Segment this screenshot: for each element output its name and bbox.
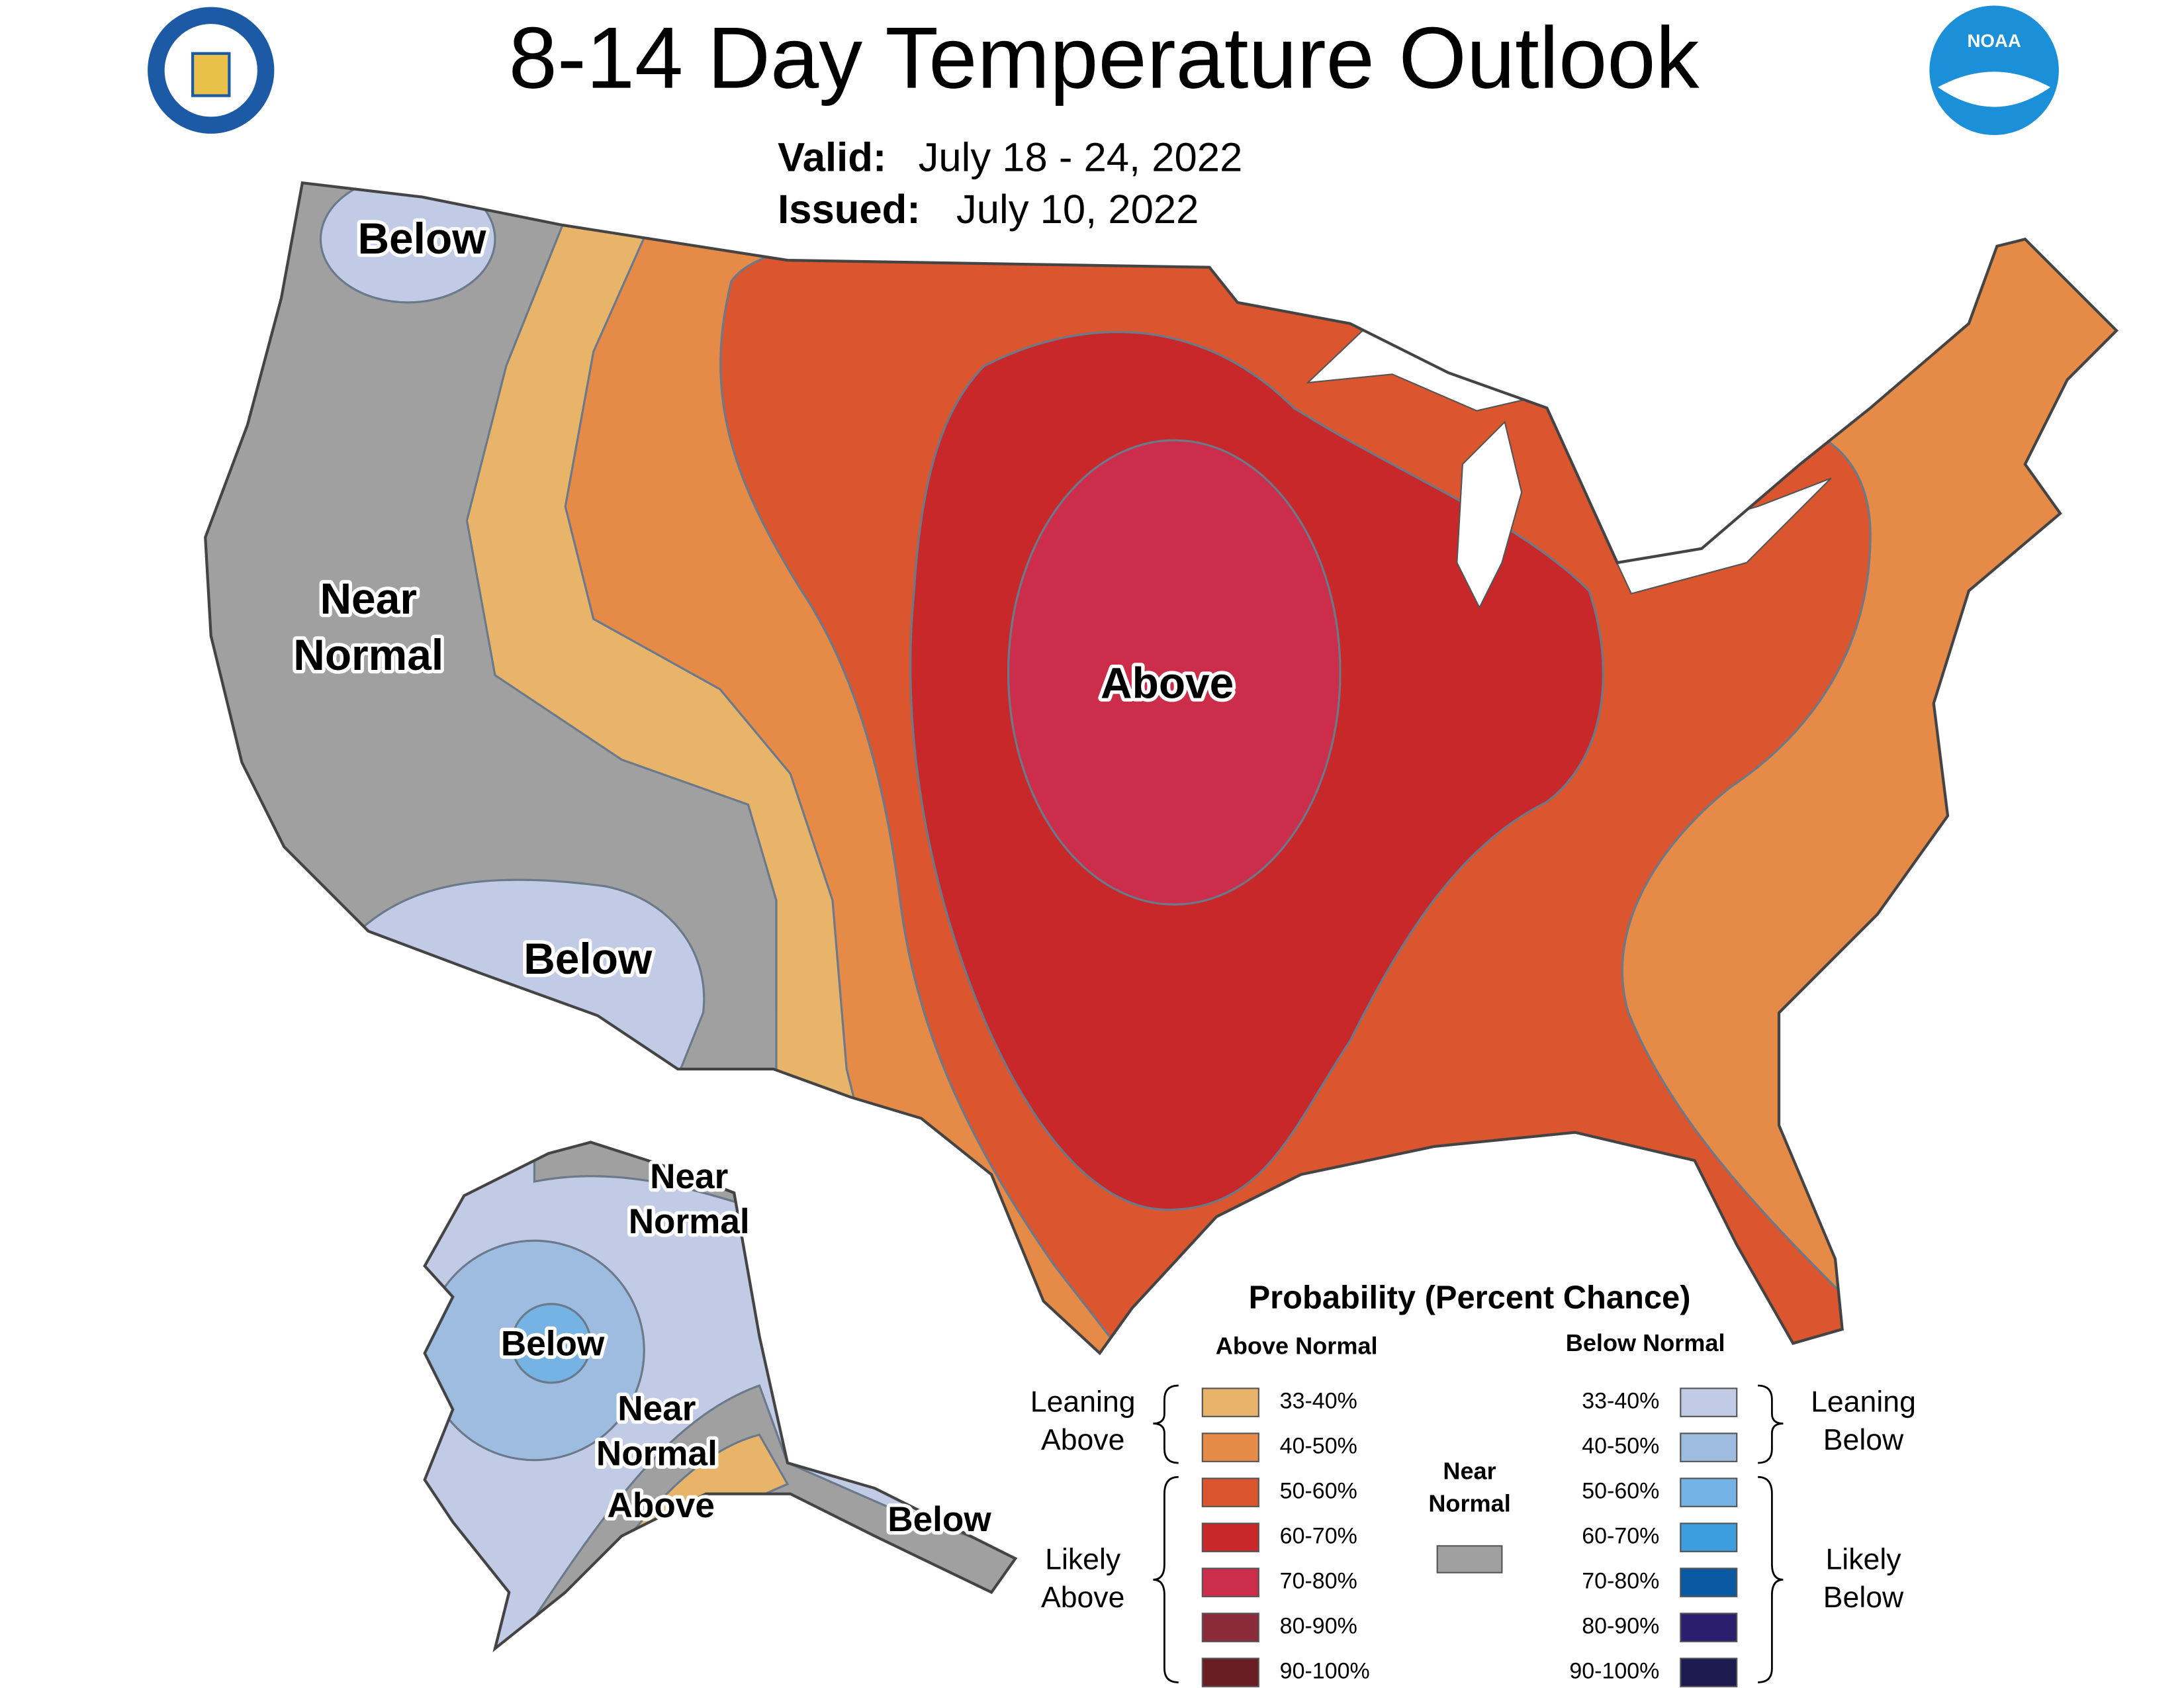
noaa-text: NOAA	[1967, 30, 2021, 51]
legend-swatch	[1680, 1613, 1738, 1642]
legend-swatch	[1201, 1477, 1259, 1507]
near-normal-label: Normal	[1428, 1489, 1510, 1517]
legend-swatch	[1201, 1432, 1259, 1462]
legend-swatch	[1680, 1387, 1738, 1417]
legend-swatch	[1680, 1432, 1738, 1462]
legend-rows: 33-40% 40-50% 50-60% 60-70% 70-80% 80-90% 90-1…	[1201, 1387, 1738, 1687]
legend-range: 40-50%	[1582, 1434, 1659, 1459]
alaska-outline	[423, 1141, 1018, 1653]
near-normal-label: Near	[1443, 1457, 1496, 1484]
conus-outline	[204, 181, 2119, 1356]
conus-map	[205, 183, 2117, 1354]
legend-swatch	[1680, 1523, 1738, 1552]
legend-swatch	[1680, 1658, 1738, 1687]
ak-below-50-60	[510, 1303, 592, 1384]
legend-range: 80-90%	[1280, 1614, 1357, 1639]
group-label: Below	[1823, 1581, 1904, 1614]
noaa-logo: NOAA	[1929, 5, 2059, 136]
legend-range: 70-80%	[1280, 1569, 1357, 1594]
map-label: Normal	[596, 1434, 717, 1473]
map-label: Below	[501, 1325, 605, 1364]
legend-range: 90-100%	[1280, 1659, 1370, 1684]
group-label: Likely	[1825, 1543, 1901, 1575]
map-label: Above	[1101, 658, 1234, 707]
legend-range: 50-60%	[1582, 1479, 1659, 1504]
map-label: Above	[608, 1486, 715, 1525]
map-label: Near	[320, 574, 417, 623]
legend-swatch	[1680, 1477, 1738, 1507]
legend-swatch	[1201, 1613, 1259, 1642]
legend-swatch	[1201, 1387, 1259, 1417]
map-label: Normal	[293, 630, 443, 679]
legend-range: 33-40%	[1582, 1389, 1659, 1414]
map-label: Below	[523, 934, 653, 983]
group-label: Above	[1041, 1581, 1125, 1614]
map-label: Near	[650, 1157, 728, 1196]
legend-swatch	[1201, 1568, 1259, 1597]
legend-range: 50-60%	[1280, 1479, 1357, 1504]
title: 8-14 Day Temperature Outlook	[509, 9, 1700, 107]
group-label: Above	[1041, 1424, 1125, 1456]
group-label: Leaning	[1811, 1385, 1916, 1418]
map-labels: Below Near Normal Below Above Near Normal Below…	[290, 211, 1238, 1543]
group-label: Likely	[1045, 1543, 1121, 1575]
legend-range: 80-90%	[1582, 1614, 1659, 1639]
near-normal-swatch	[1436, 1545, 1503, 1573]
commerce-seal	[148, 7, 275, 134]
issued-label: Issued:	[778, 187, 921, 232]
legend-below-header: Below Normal	[1566, 1329, 1725, 1356]
legend-swatch	[1201, 1523, 1259, 1552]
legend-range: 60-70%	[1582, 1524, 1659, 1549]
map-label: Below	[887, 1500, 991, 1539]
legend-range: 90-100%	[1569, 1659, 1659, 1684]
issued-date: July 10, 2022	[956, 187, 1199, 232]
legend-range: 33-40%	[1280, 1389, 1357, 1414]
region-above-70-80	[1007, 439, 1342, 906]
group-label: Leaning	[1030, 1385, 1136, 1418]
legend-braces	[1153, 1384, 1784, 1683]
group-label: Below	[1823, 1424, 1904, 1456]
legend-swatch	[1201, 1658, 1259, 1687]
legend-title: Probability (Percent Chance)	[1249, 1280, 1691, 1315]
map-label: Below	[357, 214, 486, 263]
map-label: Normal	[629, 1202, 750, 1241]
valid-date: July 18 - 24, 2022	[919, 135, 1243, 181]
region-below-nw	[319, 183, 496, 304]
legend-swatch	[1680, 1568, 1738, 1597]
valid-label: Valid:	[778, 135, 886, 181]
legend-range: 70-80%	[1582, 1569, 1659, 1594]
map-label: Near	[617, 1389, 696, 1428]
legend-range: 60-70%	[1280, 1524, 1357, 1549]
legend-range: 40-50%	[1280, 1434, 1357, 1459]
legend-above-header: Above Normal	[1216, 1332, 1378, 1359]
